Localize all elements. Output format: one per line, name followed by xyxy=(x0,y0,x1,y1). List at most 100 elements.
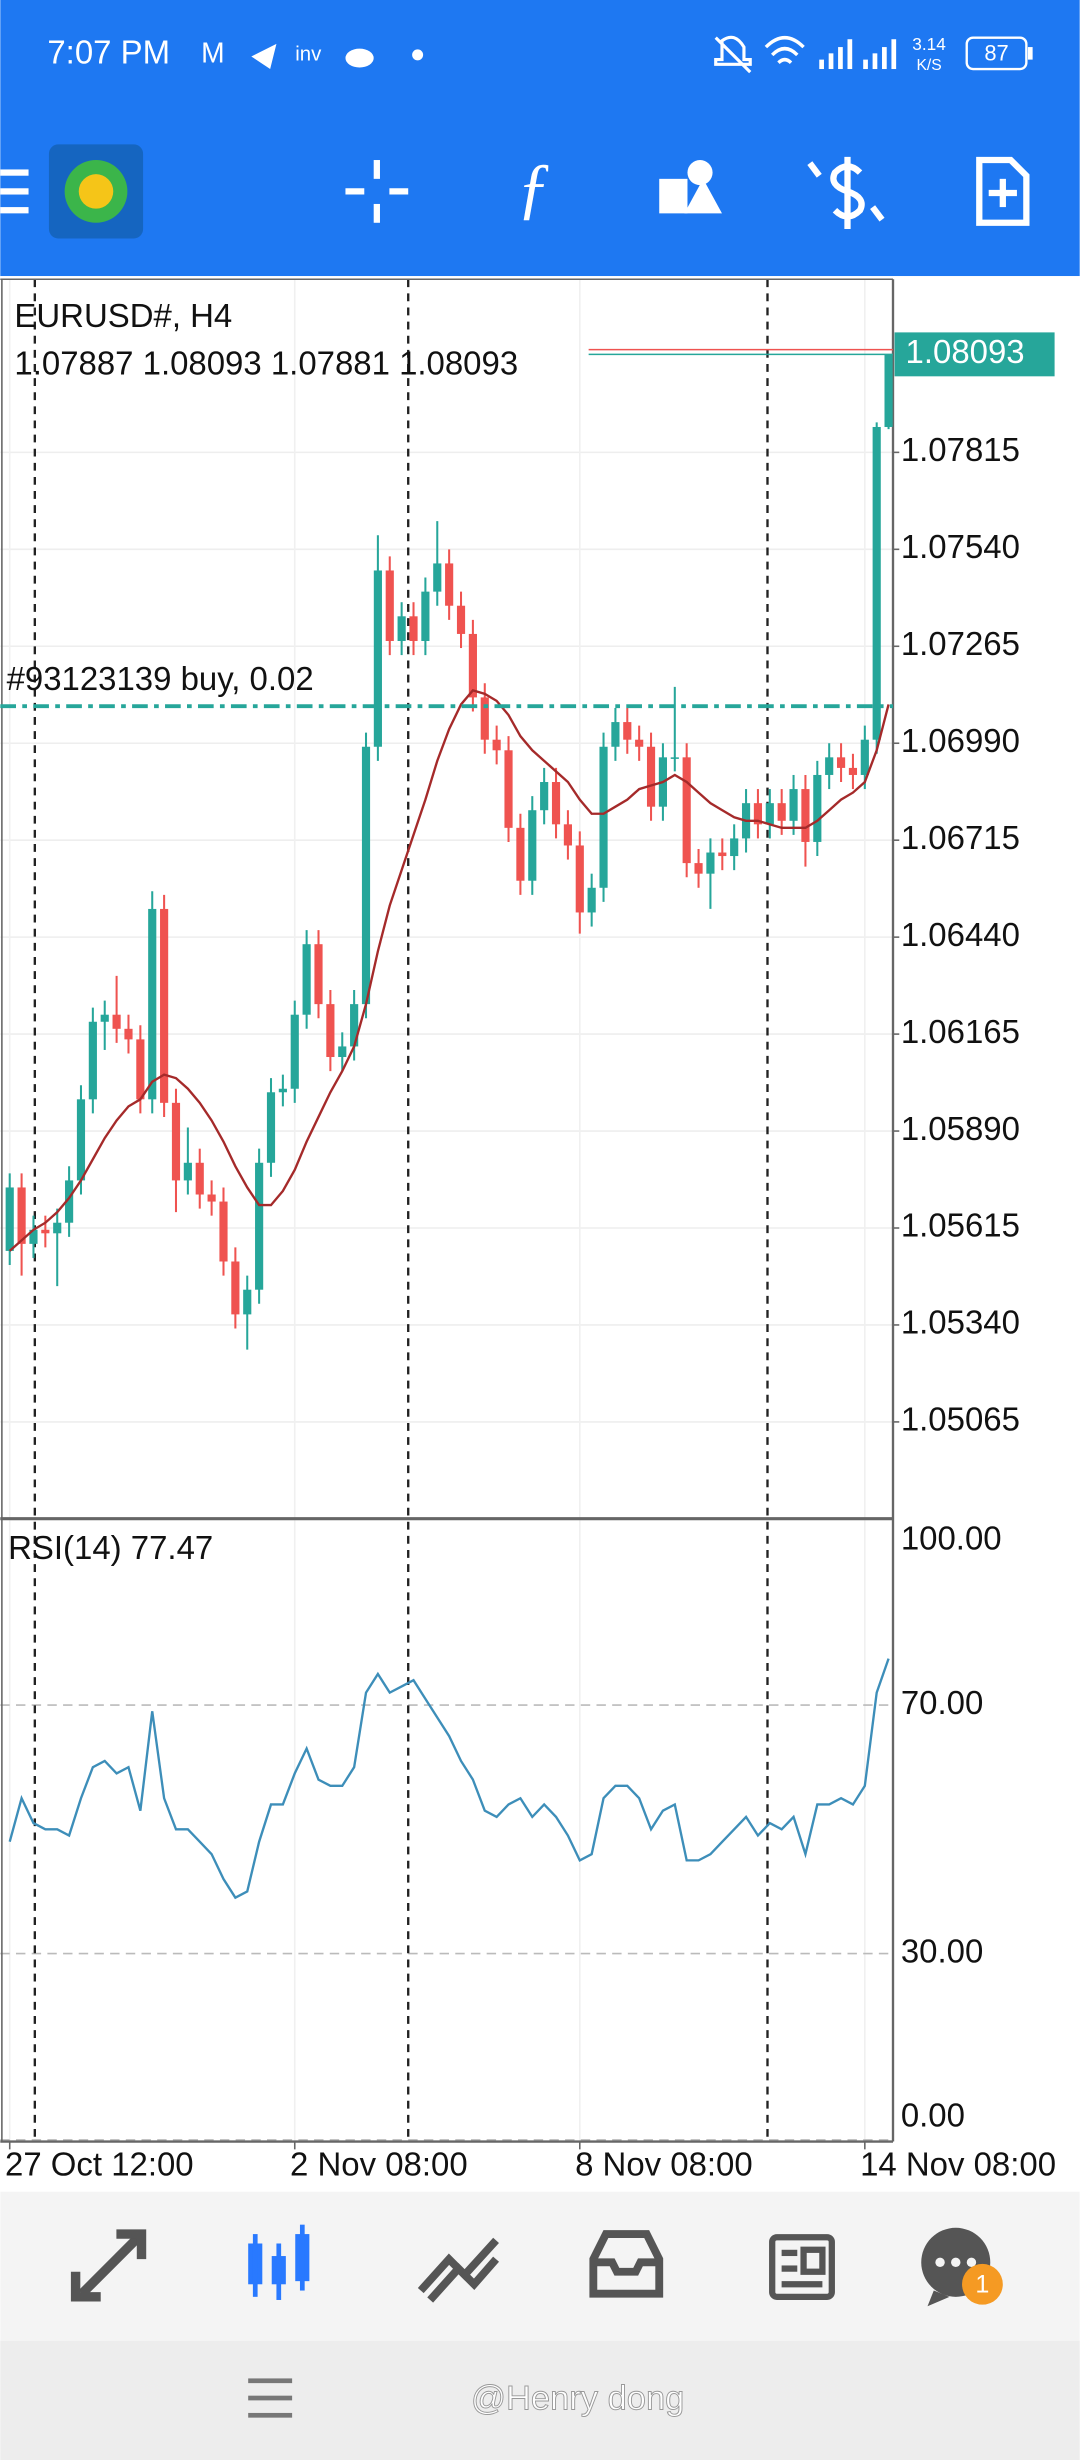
y-tick-label: 1.07540 xyxy=(901,528,1020,565)
nav-history[interactable] xyxy=(589,2230,664,2298)
candle-body xyxy=(88,1021,97,1100)
candle-body xyxy=(706,852,715,874)
candle-body xyxy=(255,1162,264,1290)
battery-tip xyxy=(1027,47,1033,60)
rsi-tick-label: 70.00 xyxy=(901,1684,983,1721)
rsi-tick-label: 0.00 xyxy=(901,2097,965,2134)
candle-body xyxy=(433,563,442,592)
candle-body xyxy=(504,750,513,828)
battery xyxy=(965,36,1028,71)
candle-body xyxy=(836,757,846,768)
candle-body xyxy=(5,1187,14,1251)
y-tick-label: 1.05890 xyxy=(901,1110,1020,1147)
candle-body xyxy=(575,845,584,913)
candle-body xyxy=(456,605,466,634)
candle-body xyxy=(540,782,549,811)
chat-badge: 1 xyxy=(975,2270,989,2298)
timeframe-tool[interactable] xyxy=(807,156,885,230)
y-tick-label: 1.05065 xyxy=(901,1401,1020,1438)
indicators-tool[interactable]: ƒ xyxy=(516,148,551,225)
candle-body xyxy=(397,616,406,641)
objects-tool[interactable] xyxy=(659,160,722,214)
candle-body xyxy=(76,1099,86,1181)
candle-body xyxy=(243,1289,252,1315)
candle-body xyxy=(160,908,169,1103)
candle-body xyxy=(278,1088,287,1093)
candle-body xyxy=(789,789,798,821)
candle-body xyxy=(468,633,477,698)
candle-body xyxy=(635,739,644,747)
candle-body xyxy=(373,570,382,747)
candle-body xyxy=(599,746,608,888)
clock: 7:07 PM xyxy=(47,34,170,71)
candle-body xyxy=(730,838,739,857)
nav-news[interactable] xyxy=(769,2234,835,2300)
candle-body xyxy=(231,1261,240,1315)
system-menu-button[interactable] xyxy=(248,2378,293,2418)
candle-body xyxy=(207,1194,216,1202)
app-logo[interactable] xyxy=(48,144,144,239)
candle-body xyxy=(195,1162,204,1195)
candle-body xyxy=(41,1229,50,1234)
candle-body xyxy=(302,944,311,1015)
new-order-tool[interactable] xyxy=(976,156,1030,226)
symbol-label: EURUSD#, H4 xyxy=(14,297,232,334)
nav-quotes[interactable] xyxy=(70,2229,147,2302)
candle-body xyxy=(361,746,371,1005)
crosshair-tool[interactable] xyxy=(345,160,409,223)
rsi-line xyxy=(8,1658,890,1900)
menu-button[interactable] xyxy=(0,169,29,214)
plot: 1.07815 1.07540 1.07265 1.06990 1.06715 1.064… xyxy=(0,332,1056,2182)
candle-body xyxy=(587,887,596,913)
battery-level: 87 xyxy=(984,41,1008,66)
nav-chart[interactable] xyxy=(248,2224,310,2300)
ohlc-high: 1.08093 xyxy=(143,344,262,381)
y-tick-label: 1.06165 xyxy=(901,1013,1020,1050)
status-icons: M inv xyxy=(201,35,897,74)
candle-body xyxy=(694,863,703,874)
x-tick-label: 2 Nov 08:00 xyxy=(290,2145,468,2182)
chart-area xyxy=(0,276,1080,2194)
moving-average xyxy=(8,688,890,1252)
candle-body xyxy=(528,810,537,881)
svg-text:M: M xyxy=(201,36,225,68)
candle-body xyxy=(480,697,489,740)
candle-body xyxy=(314,944,323,1005)
y-tick-label: 1.07265 xyxy=(901,625,1020,662)
candle-body xyxy=(385,570,394,641)
ohlc-close: 1.08093 xyxy=(399,344,518,381)
y-tick-label: 1.05340 xyxy=(901,1304,1020,1341)
y-tick-label: 1.07815 xyxy=(901,431,1020,468)
candle-body xyxy=(350,1004,359,1047)
y-tick-label: 1.06990 xyxy=(901,722,1020,759)
candle-body xyxy=(171,1102,181,1181)
candle-body xyxy=(516,827,525,881)
candle-body xyxy=(884,354,893,427)
candle-body xyxy=(65,1180,74,1223)
rsi-tick-label: 30.00 xyxy=(901,1932,983,1969)
svg-text:inv: inv xyxy=(295,43,322,65)
nav-trade[interactable] xyxy=(417,2237,500,2303)
candle-body xyxy=(409,616,418,641)
candle-body xyxy=(777,803,786,821)
candle-body xyxy=(765,803,774,825)
rsi-tick-label: 100.00 xyxy=(901,1519,1002,1556)
nav-chat[interactable] xyxy=(921,2227,1003,2307)
candle-body xyxy=(53,1222,62,1234)
app-bar xyxy=(0,0,1080,277)
net-speed-unit: K/S xyxy=(916,57,941,74)
candle-body xyxy=(753,803,763,825)
net-speed: 3.14 xyxy=(912,34,946,54)
y-tick-label: 1.06715 xyxy=(901,819,1020,856)
candle-body xyxy=(801,789,810,842)
candle-body xyxy=(492,739,501,751)
candle-body xyxy=(718,852,727,857)
x-tick-label: 27 Oct 12:00 xyxy=(5,2145,194,2182)
candle-body xyxy=(266,1092,276,1163)
candle-body xyxy=(290,1014,299,1089)
candle-body xyxy=(623,722,632,740)
candle-body xyxy=(112,1014,121,1029)
price-badge-label: 1.08093 xyxy=(906,333,1025,370)
